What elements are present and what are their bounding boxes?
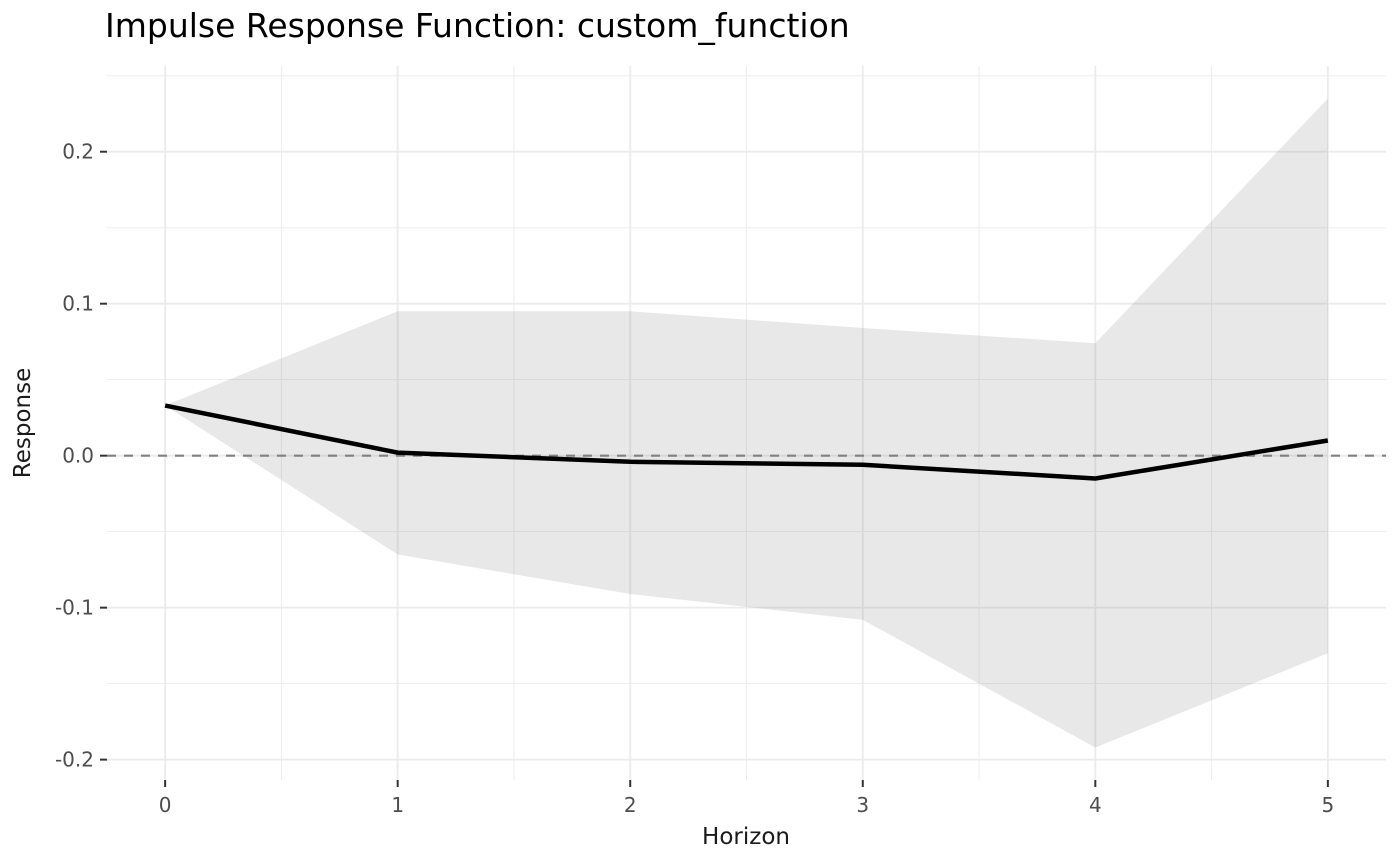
x-axis-title: Horizon (702, 824, 790, 850)
gridlines-major (107, 66, 1386, 780)
y-tick-label: -0.2 (55, 748, 94, 772)
gridlines-minor (107, 66, 1386, 780)
x-tick-label: 0 (159, 793, 172, 817)
x-tick-label: 5 (1321, 793, 1334, 817)
y-tick-label: 0.2 (62, 140, 94, 164)
x-axis-tick-marks (164, 780, 1329, 787)
confidence-band (165, 98, 1328, 748)
x-tick-label: 2 (624, 793, 637, 817)
y-axis-title: Response (10, 368, 36, 478)
y-tick-label: -0.1 (55, 596, 94, 620)
x-tick-label: 3 (856, 793, 869, 817)
chart-title: Impulse Response Function: custom_functi… (105, 6, 850, 45)
y-tick-label: 0.1 (62, 292, 94, 316)
irf-response-line (164, 403, 1329, 481)
y-axis-tick-labels: -0.2 -0.1 0.0 0.1 0.2 (55, 140, 94, 772)
x-tick-label: 4 (1089, 793, 1102, 817)
x-axis-tick-labels: 0 1 2 3 4 5 (159, 793, 1334, 817)
x-tick-label: 1 (391, 793, 404, 817)
y-axis-tick-marks (100, 150, 107, 761)
y-tick-label: 0.0 (62, 444, 94, 468)
